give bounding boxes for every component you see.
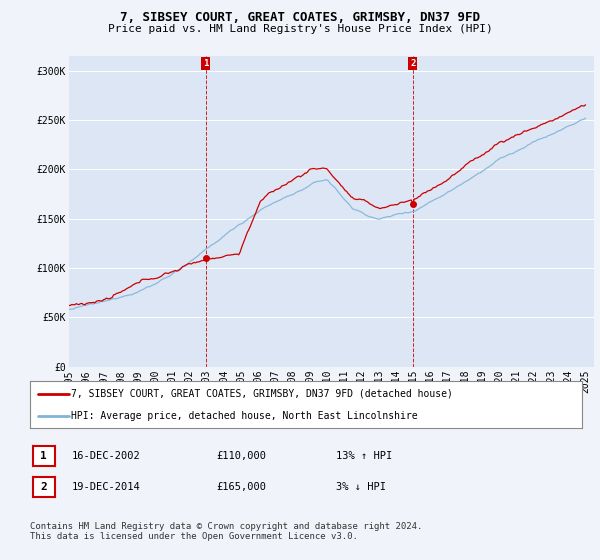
Text: 1: 1 bbox=[40, 451, 47, 461]
Text: 2: 2 bbox=[410, 59, 415, 68]
Text: 2: 2 bbox=[40, 482, 47, 492]
Text: 19-DEC-2014: 19-DEC-2014 bbox=[72, 482, 141, 492]
Text: 3% ↓ HPI: 3% ↓ HPI bbox=[336, 482, 386, 492]
Text: £110,000: £110,000 bbox=[216, 451, 266, 461]
Text: 7, SIBSEY COURT, GREAT COATES, GRIMSBY, DN37 9FD (detached house): 7, SIBSEY COURT, GREAT COATES, GRIMSBY, … bbox=[71, 389, 453, 399]
Text: Contains HM Land Registry data © Crown copyright and database right 2024.
This d: Contains HM Land Registry data © Crown c… bbox=[30, 522, 422, 542]
Text: 1: 1 bbox=[203, 59, 208, 68]
Text: Price paid vs. HM Land Registry's House Price Index (HPI): Price paid vs. HM Land Registry's House … bbox=[107, 24, 493, 34]
Text: 13% ↑ HPI: 13% ↑ HPI bbox=[336, 451, 392, 461]
Text: HPI: Average price, detached house, North East Lincolnshire: HPI: Average price, detached house, Nort… bbox=[71, 410, 418, 421]
Text: 16-DEC-2002: 16-DEC-2002 bbox=[72, 451, 141, 461]
Text: 7, SIBSEY COURT, GREAT COATES, GRIMSBY, DN37 9FD: 7, SIBSEY COURT, GREAT COATES, GRIMSBY, … bbox=[120, 11, 480, 24]
Text: £165,000: £165,000 bbox=[216, 482, 266, 492]
